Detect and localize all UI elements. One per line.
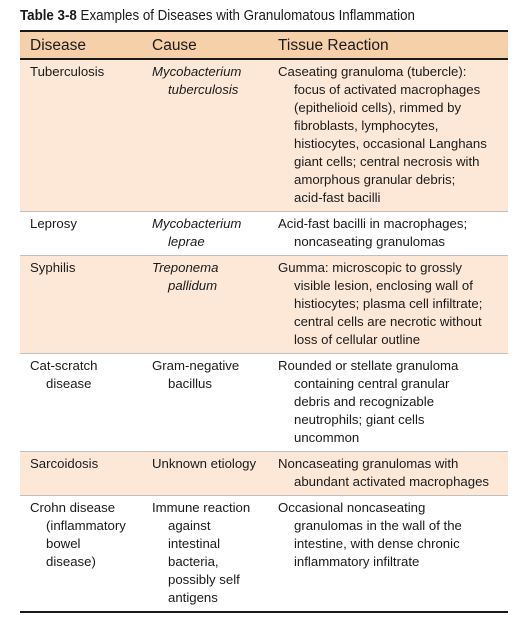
tissue-reaction-line: visible lesion, enclosing wall of <box>294 278 473 293</box>
tissue-reaction-line: amorphous granular debris; <box>294 172 456 187</box>
cause-line: tuberculosis <box>168 82 239 97</box>
cause-line: Immune reaction <box>152 500 251 515</box>
tissue-reaction-line: loss of cellular outline <box>294 332 421 347</box>
header-disease: Disease <box>30 37 86 54</box>
tissue-reaction-cell: Occasional noncaseating granulomas in the… <box>268 496 508 611</box>
tissue-reaction-line: noncaseating granulomas <box>294 234 446 249</box>
cause-line: Mycobacterium <box>152 64 242 79</box>
cause-line: antigens <box>168 590 218 605</box>
diseases-table: Disease Cause Tissue Reaction Tuberculos… <box>20 30 508 613</box>
tissue-reaction-line: Caseating granuloma (tubercle): <box>278 64 467 79</box>
cause-line: pallidum <box>168 278 218 293</box>
disease-line: bowel <box>46 536 81 551</box>
tissue-reaction-line: Gumma: microscopic to grossly <box>278 260 462 275</box>
header-cause: Cause <box>152 37 197 54</box>
disease-line: disease <box>46 376 92 391</box>
table-header: Disease Cause Tissue Reaction <box>20 32 508 60</box>
cause-cell: Mycobacterium tuberculosis <box>142 60 268 211</box>
tissue-reaction-cell: Caseating granuloma (tubercle): focus of … <box>268 60 508 211</box>
disease-cell: Syphilis <box>20 256 142 353</box>
tissue-reaction-line: intestine, with dense chronic <box>294 536 460 551</box>
tissue-reaction-line: acid-fast bacilli <box>294 190 381 205</box>
cause-cell: Unknown etiology <box>142 452 268 495</box>
tissue-reaction-line: Rounded or stellate granuloma <box>278 358 459 373</box>
disease-line: Leprosy <box>30 216 77 231</box>
tissue-reaction-line: containing central granular <box>294 376 450 391</box>
tissue-reaction-line: fibroblasts, lymphocytes, <box>294 118 439 133</box>
tissue-reaction-line: Acid-fast bacilli in macrophages; <box>278 216 468 231</box>
cause-line: bacillus <box>168 376 212 391</box>
table-title: Examples of Diseases with Granulomatous … <box>80 8 415 24</box>
cause-line: possibly self <box>168 572 240 587</box>
cause-line: Unknown etiology <box>152 456 257 471</box>
tissue-reaction-line: Occasional noncaseating <box>278 500 426 515</box>
cause-line: Treponema <box>152 260 219 275</box>
tissue-reaction-line: granulomas in the wall of the <box>294 518 462 533</box>
tissue-reaction-line: histiocytes, occasional Langhans <box>294 136 487 151</box>
cause-line: against <box>168 518 211 533</box>
table-body: Tuberculosis Mycobacterium tuberculosis Cas… <box>20 60 508 611</box>
tissue-reaction-cell: Gumma: microscopic to grossly visible les… <box>268 256 508 353</box>
tissue-reaction-cell: Acid-fast bacilli in macrophages; noncase… <box>268 212 508 255</box>
tissue-reaction-line: uncommon <box>294 430 360 445</box>
cause-cell: Treponema pallidum <box>142 256 268 353</box>
table-row: Leprosy Mycobacterium leprae Acid-fast baci… <box>20 212 508 256</box>
disease-line: Tuberculosis <box>30 64 105 79</box>
disease-line: disease) <box>46 554 96 569</box>
table-number: Table 3-8 <box>20 8 77 24</box>
tissue-reaction-line: focus of activated macrophages <box>294 82 481 97</box>
tissue-reaction-line: neutrophils; giant cells <box>294 412 425 427</box>
disease-cell: Crohn disease (inflammatory bowel disease) <box>20 496 142 611</box>
tissue-reaction-line: central cells are necrotic without <box>294 314 482 329</box>
tissue-reaction-line: (epithelioid cells), rimmed by <box>294 100 462 115</box>
cause-cell: Immune reaction against intestinal bacteria… <box>142 496 268 611</box>
tissue-reaction-line: giant cells; central necrosis with <box>294 154 480 169</box>
cause-line: Mycobacterium <box>152 216 242 231</box>
table-row: Tuberculosis Mycobacterium tuberculosis Cas… <box>20 60 508 212</box>
disease-cell: Tuberculosis <box>20 60 142 211</box>
tissue-reaction-cell: Rounded or stellate granuloma containing … <box>268 354 508 451</box>
tissue-reaction-line: histiocytes; plasma cell infiltrate; <box>294 296 483 311</box>
tissue-reaction-line: abundant activated macrophages <box>294 474 490 489</box>
tissue-reaction-line: inflammatory infiltrate <box>294 554 420 569</box>
disease-line: Cat-scratch <box>30 358 98 373</box>
cause-line: bacteria, <box>168 554 219 569</box>
disease-line: (inflammatory <box>46 518 126 533</box>
table-row: Syphilis Treponema pallidum Gumma: microsco… <box>20 256 508 354</box>
table-row: Cat-scratch disease Gram-negative bacillus R… <box>20 354 508 452</box>
header-tissue-reaction: Tissue Reaction <box>278 37 389 54</box>
cause-line: leprae <box>168 234 205 249</box>
disease-line: Crohn disease <box>30 500 116 515</box>
cause-line: intestinal <box>168 536 221 551</box>
table-row: Crohn disease (inflammatory bowel disease) I… <box>20 496 508 611</box>
tissue-reaction-cell: Noncaseating granulomas with abundant act… <box>268 452 508 495</box>
disease-cell: Sarcoidosis <box>20 452 142 495</box>
table-caption: Table 3-8 Examples of Diseases with Gran… <box>20 6 415 26</box>
tissue-reaction-line: debris and recognizable <box>294 394 435 409</box>
tissue-reaction-line: Noncaseating granulomas with <box>278 456 459 471</box>
disease-cell: Cat-scratch disease <box>20 354 142 451</box>
table-row: Sarcoidosis Unknown etiology Noncaseating … <box>20 452 508 496</box>
disease-line: Sarcoidosis <box>30 456 99 471</box>
cause-cell: Gram-negative bacillus <box>142 354 268 451</box>
cause-line: Gram-negative <box>152 358 240 373</box>
disease-line: Syphilis <box>30 260 76 275</box>
disease-cell: Leprosy <box>20 212 142 255</box>
cause-cell: Mycobacterium leprae <box>142 212 268 255</box>
